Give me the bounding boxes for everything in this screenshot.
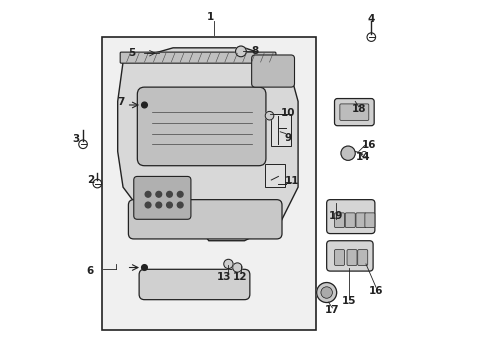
Text: 15: 15 xyxy=(341,296,356,306)
Circle shape xyxy=(235,46,246,57)
FancyBboxPatch shape xyxy=(326,241,372,271)
Circle shape xyxy=(224,259,233,269)
FancyBboxPatch shape xyxy=(251,55,294,87)
Text: 9: 9 xyxy=(284,133,291,143)
Text: 2: 2 xyxy=(87,175,94,185)
Text: 11: 11 xyxy=(284,176,298,186)
Text: 8: 8 xyxy=(251,46,258,56)
Text: 5: 5 xyxy=(128,48,135,58)
Text: 6: 6 xyxy=(86,266,94,276)
Circle shape xyxy=(156,202,162,208)
Circle shape xyxy=(177,202,183,208)
Text: 13: 13 xyxy=(217,272,231,282)
FancyBboxPatch shape xyxy=(345,213,354,228)
Circle shape xyxy=(145,192,151,197)
Text: 4: 4 xyxy=(367,14,374,24)
FancyBboxPatch shape xyxy=(334,213,344,228)
Circle shape xyxy=(316,283,336,302)
Circle shape xyxy=(340,146,354,160)
FancyBboxPatch shape xyxy=(102,37,315,330)
FancyBboxPatch shape xyxy=(364,213,374,228)
Text: 7: 7 xyxy=(117,97,125,107)
Text: 16: 16 xyxy=(368,287,383,296)
FancyBboxPatch shape xyxy=(346,249,356,265)
FancyBboxPatch shape xyxy=(134,176,190,219)
FancyBboxPatch shape xyxy=(137,87,265,166)
Text: 1: 1 xyxy=(206,13,214,22)
Circle shape xyxy=(264,111,273,120)
Circle shape xyxy=(142,265,147,270)
FancyBboxPatch shape xyxy=(326,200,374,234)
PathPatch shape xyxy=(118,48,298,241)
Circle shape xyxy=(145,202,151,208)
Circle shape xyxy=(166,192,172,197)
Circle shape xyxy=(177,192,183,197)
Text: 3: 3 xyxy=(72,134,80,144)
FancyBboxPatch shape xyxy=(264,164,285,187)
Text: 18: 18 xyxy=(351,104,366,113)
FancyBboxPatch shape xyxy=(357,249,367,265)
FancyBboxPatch shape xyxy=(120,52,275,63)
FancyBboxPatch shape xyxy=(334,99,373,126)
Text: 12: 12 xyxy=(232,272,247,282)
FancyBboxPatch shape xyxy=(271,114,290,146)
Text: 10: 10 xyxy=(280,108,295,118)
FancyBboxPatch shape xyxy=(139,269,249,300)
Text: 17: 17 xyxy=(325,305,339,315)
Circle shape xyxy=(320,287,332,298)
Text: 14: 14 xyxy=(355,153,369,162)
FancyBboxPatch shape xyxy=(334,249,344,265)
FancyBboxPatch shape xyxy=(128,200,282,239)
Text: 16: 16 xyxy=(361,140,375,150)
FancyBboxPatch shape xyxy=(339,104,368,120)
FancyBboxPatch shape xyxy=(355,213,365,228)
Circle shape xyxy=(232,263,242,272)
Text: 19: 19 xyxy=(328,211,342,221)
Circle shape xyxy=(166,202,172,208)
Circle shape xyxy=(156,192,162,197)
Circle shape xyxy=(142,102,147,108)
